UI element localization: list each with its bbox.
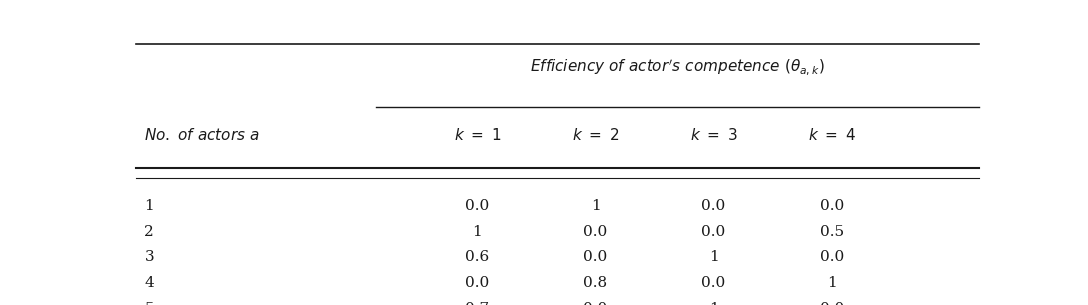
Text: 2: 2 — [145, 224, 154, 239]
Text: $\it{No.\ of\ actors\ a}$: $\it{No.\ of\ actors\ a}$ — [145, 127, 260, 143]
Text: $\it{k\ =\ 3}$: $\it{k\ =\ 3}$ — [690, 127, 738, 143]
Text: 0.0: 0.0 — [819, 250, 844, 264]
Text: 0.7: 0.7 — [466, 302, 490, 305]
Text: 0.8: 0.8 — [583, 276, 607, 290]
Text: 1: 1 — [708, 302, 718, 305]
Text: 0.0: 0.0 — [702, 199, 726, 213]
Text: $\it{k\ =\ 2}$: $\it{k\ =\ 2}$ — [572, 127, 619, 143]
Text: 0.0: 0.0 — [702, 224, 726, 239]
Text: 1: 1 — [827, 276, 837, 290]
Text: 5: 5 — [145, 302, 154, 305]
Text: $\it{k\ =\ 1}$: $\it{k\ =\ 1}$ — [454, 127, 502, 143]
Text: 0.6: 0.6 — [466, 250, 490, 264]
Text: 0.0: 0.0 — [466, 276, 490, 290]
Text: $\it{Efficiency\ of\ actor's\ competence\ (\theta_{a,k})}$: $\it{Efficiency\ of\ actor's\ competence… — [531, 57, 825, 77]
Text: 1: 1 — [591, 199, 601, 213]
Text: 1: 1 — [472, 224, 482, 239]
Text: 0.0: 0.0 — [583, 250, 608, 264]
Text: 0.0: 0.0 — [819, 199, 844, 213]
Text: 0.0: 0.0 — [702, 276, 726, 290]
Text: 3: 3 — [145, 250, 154, 264]
Text: 0.0: 0.0 — [583, 302, 608, 305]
Text: 0.0: 0.0 — [466, 199, 490, 213]
Text: 1: 1 — [145, 199, 154, 213]
Text: 0.0: 0.0 — [583, 224, 608, 239]
Text: 0.5: 0.5 — [819, 224, 843, 239]
Text: 4: 4 — [145, 276, 154, 290]
Text: 0.0: 0.0 — [819, 302, 844, 305]
Text: $\it{k\ =\ 4}$: $\it{k\ =\ 4}$ — [807, 127, 856, 143]
Text: 1: 1 — [708, 250, 718, 264]
